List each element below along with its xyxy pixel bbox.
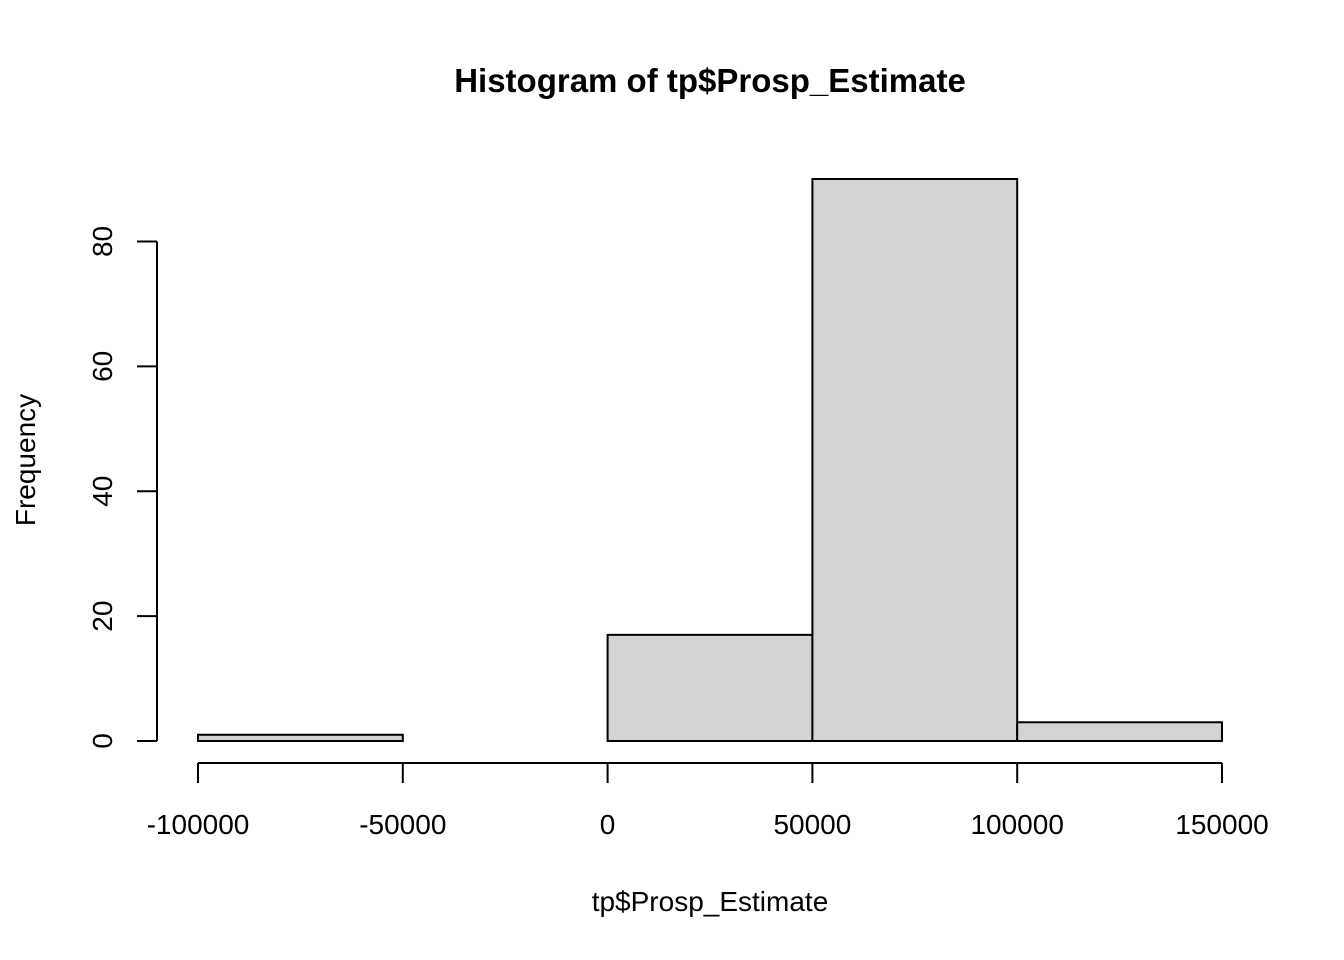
x-axis: -100000 -50000 0 50000 100000 150000	[147, 762, 1269, 840]
y-axis: 0 20 40 60 80	[87, 226, 158, 749]
x-tick-label: 100000	[970, 809, 1063, 840]
histogram-bar-0	[197, 733, 404, 742]
y-tick-label: 40	[87, 476, 118, 507]
histogram-bars	[197, 178, 1224, 742]
y-axis-label: Frequency	[10, 394, 41, 526]
x-axis-label: tp$Prosp_Estimate	[592, 886, 829, 917]
y-tick-label: 60	[87, 351, 118, 382]
x-tick-label: -100000	[147, 809, 250, 840]
histogram-bar-2	[606, 633, 814, 742]
histogram-bar-4	[1016, 721, 1224, 742]
x-tick-label: 50000	[773, 809, 851, 840]
x-tick-label: 0	[600, 809, 616, 840]
y-tick-label: 80	[87, 226, 118, 257]
y-tick-label: 0	[87, 733, 118, 749]
chart-title: Histogram of tp$Prosp_Estimate	[454, 62, 966, 99]
y-tick-label: 20	[87, 601, 118, 632]
histogram-bar-3	[811, 178, 1019, 742]
x-tick-label: -50000	[359, 809, 446, 840]
x-tick-label: 150000	[1175, 809, 1268, 840]
